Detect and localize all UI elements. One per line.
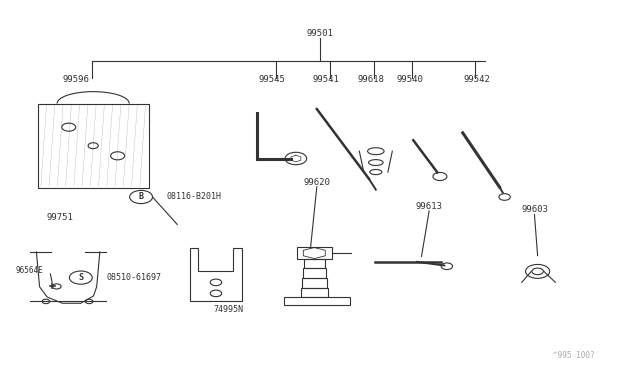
Text: 74995N: 74995N bbox=[213, 305, 243, 314]
Text: 99545: 99545 bbox=[259, 75, 286, 84]
Text: S: S bbox=[78, 273, 83, 282]
Text: B: B bbox=[139, 192, 143, 202]
Text: 99603: 99603 bbox=[521, 205, 548, 214]
Text: 08116-B201H: 08116-B201H bbox=[167, 192, 222, 202]
Text: 99618: 99618 bbox=[357, 75, 384, 84]
Text: 99540: 99540 bbox=[396, 75, 423, 84]
Text: 99501: 99501 bbox=[307, 29, 333, 38]
Text: ^995 100?: ^995 100? bbox=[553, 351, 595, 360]
Text: 99613: 99613 bbox=[416, 202, 443, 211]
Text: 99620: 99620 bbox=[303, 178, 330, 187]
Text: 99751: 99751 bbox=[47, 213, 74, 222]
Text: 99542: 99542 bbox=[464, 75, 491, 84]
Text: 08510-61697: 08510-61697 bbox=[107, 273, 162, 282]
Text: 99596: 99596 bbox=[62, 75, 89, 84]
Text: 96564E: 96564E bbox=[15, 266, 44, 275]
Text: 99541: 99541 bbox=[313, 75, 340, 84]
